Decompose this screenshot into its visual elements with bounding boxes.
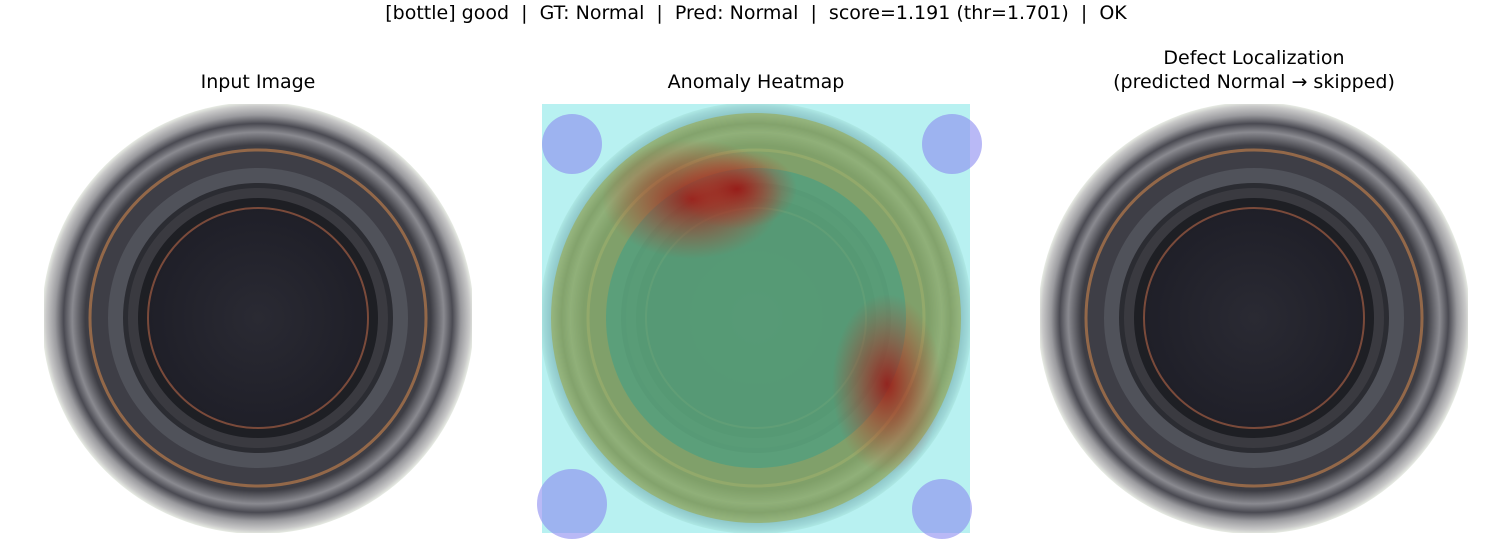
panel-title: (predicted Normal → skipped) (1113, 71, 1395, 93)
panel-title: Defect Localization (1163, 47, 1344, 69)
panel-title: Anomaly Heatmap (668, 71, 845, 93)
panel-title: Input Image (201, 71, 316, 93)
figure-title: [bottle] good | GT: Normal | Pred: Norma… (385, 2, 1127, 24)
localization-image (1038, 102, 1470, 534)
heatmap-image (537, 102, 982, 539)
input-image (42, 102, 474, 534)
